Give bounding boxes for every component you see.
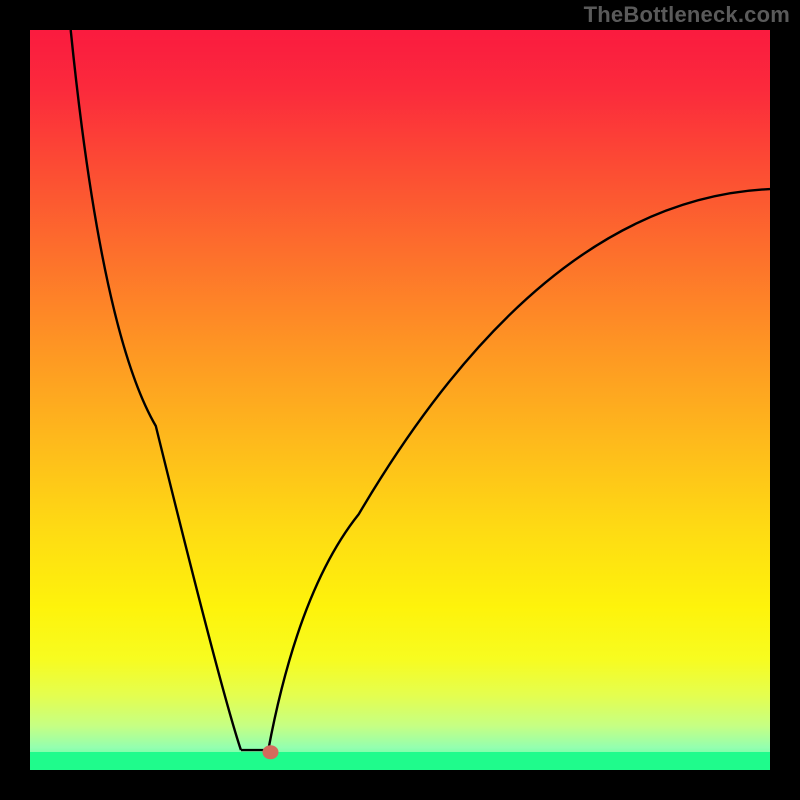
optimum-marker-layer [30, 30, 770, 770]
watermark-text: TheBottleneck.com [584, 2, 790, 28]
optimum-marker-icon [263, 745, 279, 759]
chart-frame: TheBottleneck.com [0, 0, 800, 800]
plot-area [30, 30, 770, 770]
